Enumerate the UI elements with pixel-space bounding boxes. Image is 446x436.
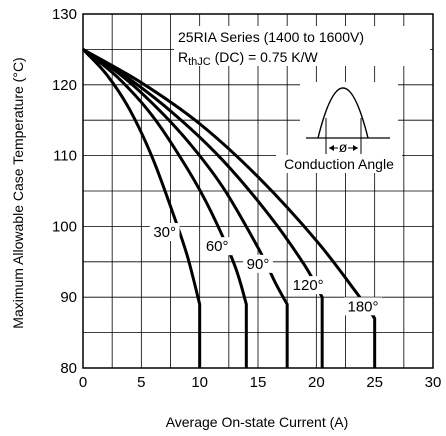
- series-label-background: [243, 254, 273, 273]
- series-label: 60°: [206, 238, 229, 255]
- x-axis-label: Average On-state Current (A): [166, 414, 349, 430]
- conduction-label-background: [276, 155, 402, 173]
- series-line: [82, 48, 324, 368]
- series-line: [82, 48, 248, 368]
- x-tick-label: 25: [366, 374, 383, 391]
- angle-symbol: ø: [339, 139, 348, 155]
- conduction-angle-icon: ø: [300, 82, 398, 162]
- y-tick-label: 110: [53, 148, 77, 165]
- rth-main: R: [178, 49, 188, 65]
- series-label-background: [202, 237, 233, 256]
- x-tick-label: 20: [308, 374, 325, 391]
- thermal-resistance-annotation: RthJC (DC) = 0.75 K/W: [178, 49, 319, 68]
- series-label: 90°: [247, 256, 270, 273]
- y-tick-label: 100: [52, 218, 77, 235]
- rth-rest: (DC) = 0.75 K/W: [211, 49, 319, 65]
- y-tick-label: 130: [52, 6, 77, 23]
- tick-labels: 0 5 10 15 20 25 30 80 90 100 110 120 130: [52, 6, 441, 391]
- x-tick-label: 5: [137, 374, 145, 391]
- x-tick-label: 15: [250, 374, 267, 391]
- series-label: 180°: [347, 298, 378, 315]
- y-tick-label: 120: [52, 77, 77, 94]
- series-label-background: [288, 276, 328, 295]
- series-label: 120°: [293, 277, 324, 294]
- series-label: 30°: [153, 224, 176, 241]
- plot-frame: [82, 13, 434, 369]
- conduction-angle-label: Conduction Angle: [284, 156, 394, 172]
- rth-sub: thJC: [188, 56, 211, 68]
- series-line: [82, 48, 377, 368]
- annotation-background: [174, 26, 430, 66]
- series-lines: [81, 48, 377, 368]
- series-label-background: [149, 223, 180, 242]
- x-tick-label: 0: [79, 374, 87, 391]
- series-line: [81, 48, 202, 368]
- x-tick-label: 10: [191, 374, 208, 391]
- series-label-background: [343, 297, 383, 316]
- y-tick-label: 80: [60, 360, 77, 377]
- series-annotation: 25RIA Series (1400 to 1600V): [178, 29, 364, 45]
- x-tick-label: 30: [425, 374, 442, 391]
- series-line: [82, 48, 289, 368]
- y-axis-label: Maximum Allowable Case Temperature (°C): [10, 57, 26, 328]
- series-labels: 30° 60° 90° 120° 180°: [149, 223, 383, 316]
- y-tick-label: 90: [60, 289, 77, 306]
